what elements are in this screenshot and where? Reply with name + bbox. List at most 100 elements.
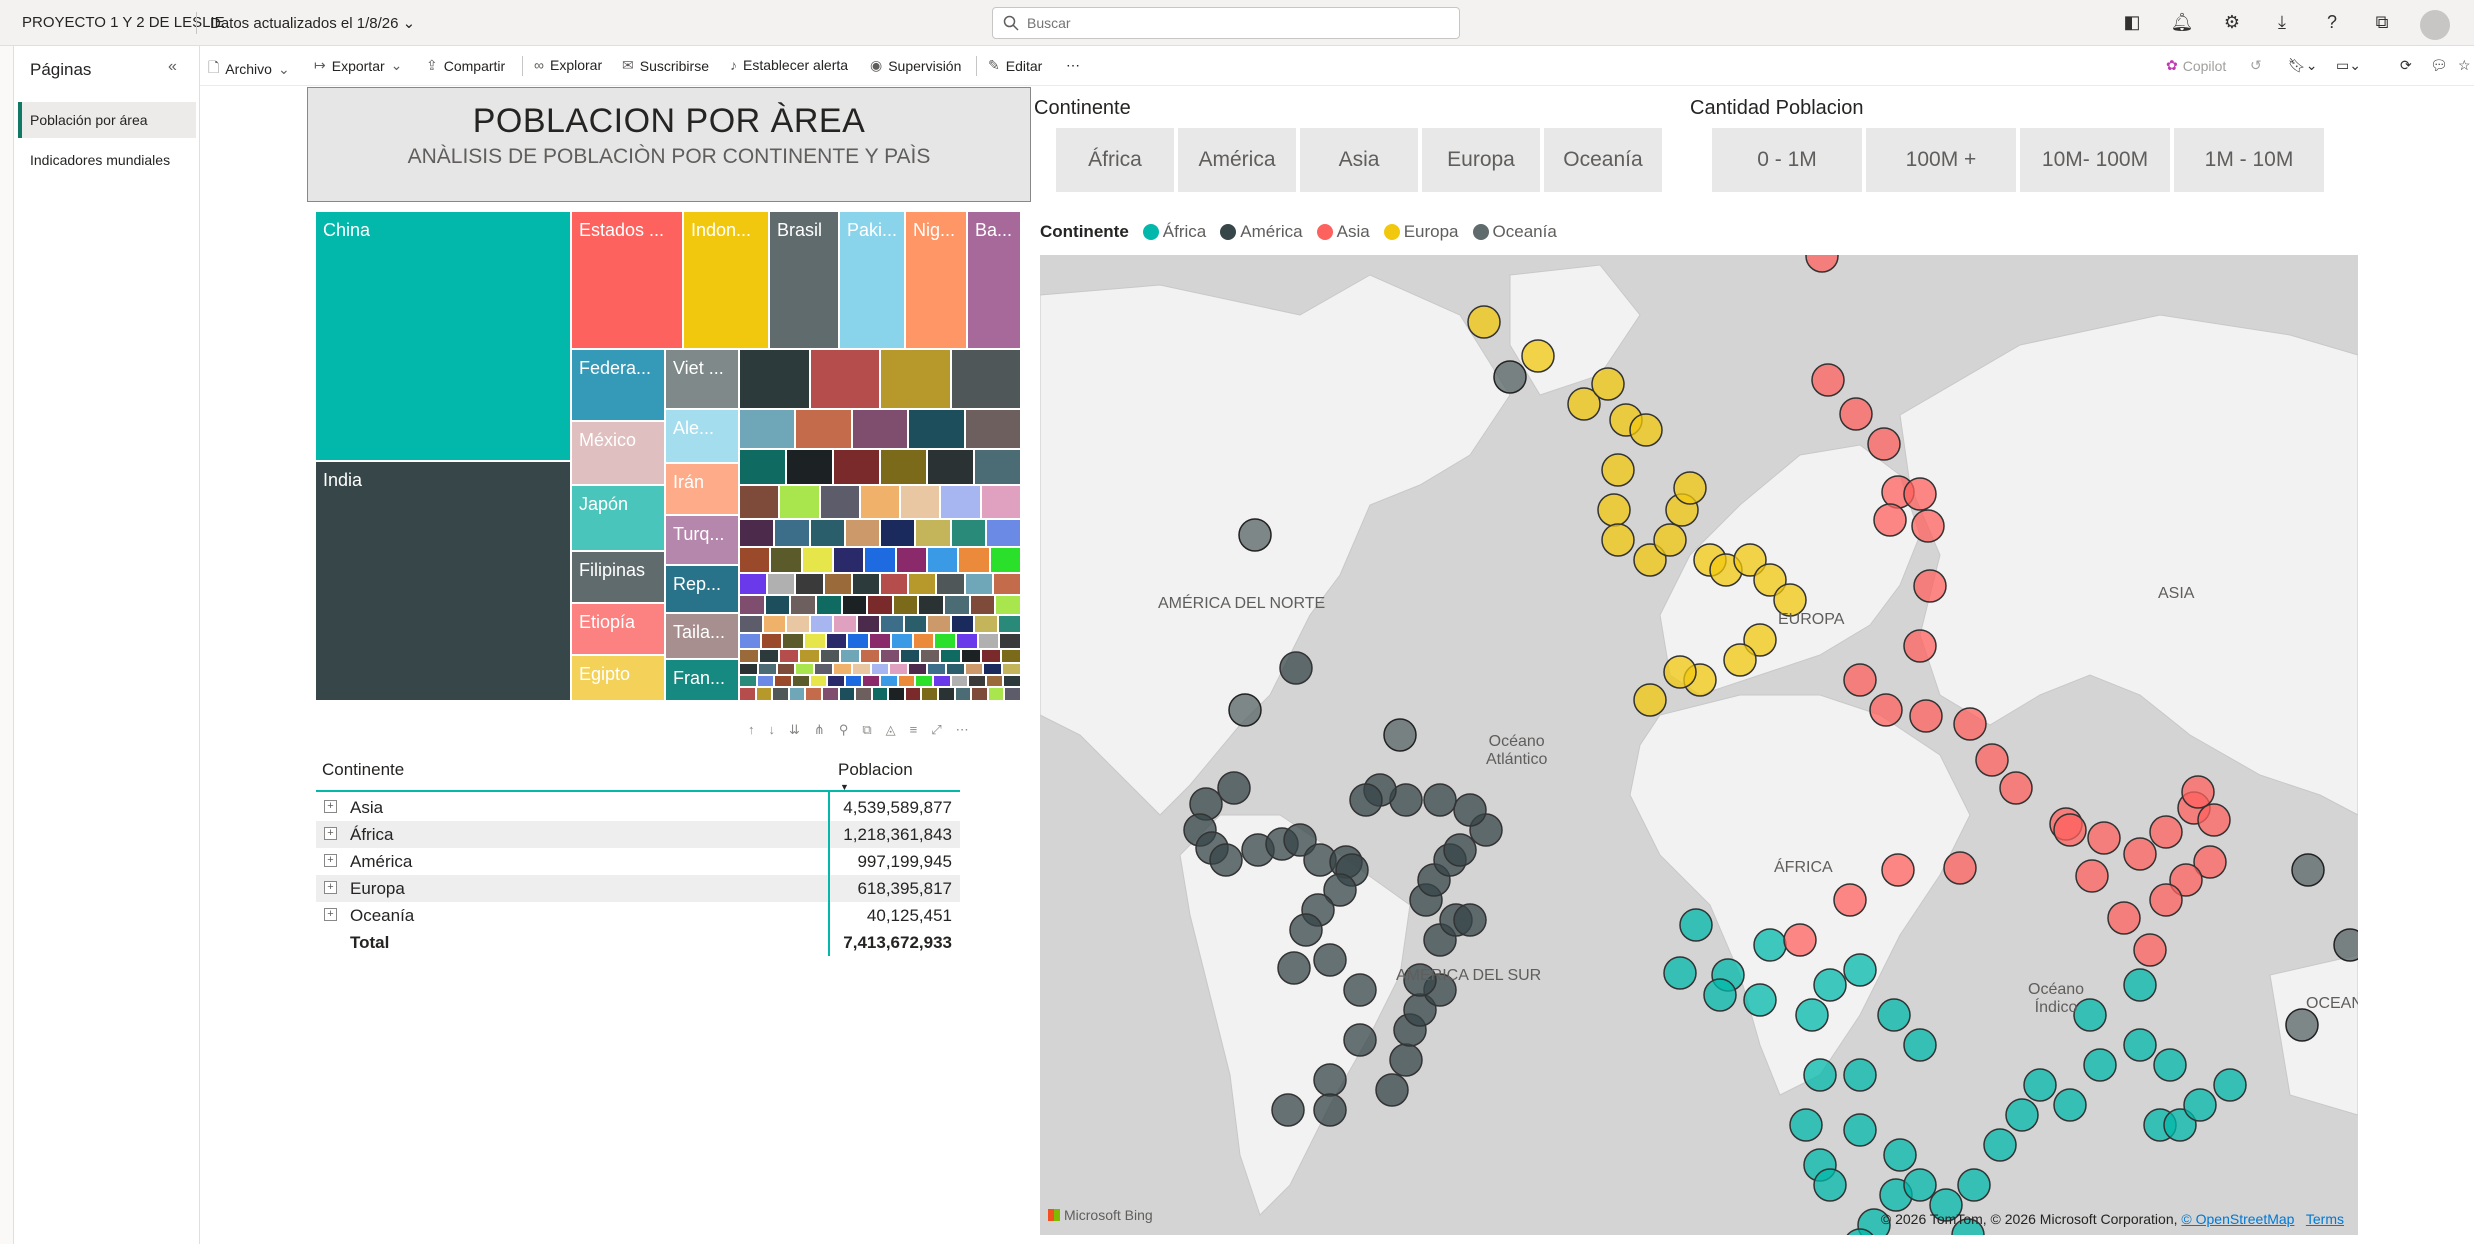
treemap-tile-small[interactable]: [810, 616, 834, 634]
treemap-tile-small[interactable]: [780, 486, 821, 520]
editar-button[interactable]: ✎ Editar: [988, 57, 1042, 74]
legend-item-africa[interactable]: África: [1142, 222, 1206, 242]
treemap-tile-small[interactable]: [820, 650, 841, 664]
map-bubble[interactable]: [1795, 998, 1829, 1032]
treemap-tile[interactable]: Ale...: [666, 410, 740, 464]
map-bubble[interactable]: [1811, 363, 1845, 397]
expand-icon[interactable]: +: [324, 827, 337, 840]
report-name[interactable]: PROYECTO 1 Y 2 DE LESLIE: [22, 14, 225, 31]
map-bubble[interactable]: [1903, 629, 1937, 663]
treemap-tile-small[interactable]: [921, 650, 942, 664]
map-bubble[interactable]: [1443, 833, 1477, 867]
map-bubble[interactable]: [1903, 1028, 1937, 1062]
slicer-option-10m-100m[interactable]: 10M- 100M: [2020, 128, 2170, 192]
slicer-option-africa[interactable]: África: [1056, 128, 1174, 192]
map-bubble[interactable]: [1343, 973, 1377, 1007]
map-bubble[interactable]: [1975, 743, 2009, 777]
map-bubble[interactable]: [1271, 1093, 1305, 1127]
treemap-tile[interactable]: Taila...: [666, 614, 740, 660]
expand-icon[interactable]: +: [324, 854, 337, 867]
treemap-tile-small[interactable]: [881, 676, 899, 688]
matrix-row[interactable]: + Europa 618,395,817: [316, 875, 960, 902]
map-bubble[interactable]: [2153, 1048, 2187, 1082]
treemap-tile-small[interactable]: [970, 596, 997, 616]
reset-icon[interactable]: ↺: [2250, 57, 2262, 73]
map-bubble[interactable]: [1403, 963, 1437, 997]
treemap-tile-small[interactable]: [913, 634, 936, 650]
supervision-button[interactable]: ◉ Supervisión: [870, 57, 961, 74]
treemap-tile-small[interactable]: [828, 676, 846, 688]
treemap-tile[interactable]: México: [572, 422, 666, 486]
treemap-tile[interactable]: Irán: [666, 464, 740, 516]
treemap-tile-small[interactable]: [740, 634, 762, 650]
treemap-tile-small[interactable]: [881, 650, 902, 664]
treemap-tile-small[interactable]: [891, 634, 914, 650]
map-bubble[interactable]: [1567, 387, 1601, 421]
layout-icon[interactable]: ◧: [2123, 11, 2141, 32]
map-bubble[interactable]: [1289, 913, 1323, 947]
treemap-tile-small[interactable]: [905, 688, 923, 702]
treemap-tile-small[interactable]: [868, 596, 894, 616]
alert-icon[interactable]: ◬: [885, 722, 896, 737]
treemap-tile-small[interactable]: [941, 650, 962, 664]
population-map[interactable]: AMÉRICA DEL NORTE AMÉRICA DEL SUR ASIA Á…: [1040, 255, 2358, 1235]
treemap-tile-small[interactable]: [978, 634, 1001, 650]
legend-item-america[interactable]: América: [1220, 222, 1303, 242]
map-bubble[interactable]: [1773, 583, 1807, 617]
treemap-tile-small[interactable]: [810, 676, 829, 688]
treemap-tile-small[interactable]: [796, 410, 853, 450]
legend-item-europa[interactable]: Europa: [1383, 222, 1459, 242]
map-bubble[interactable]: [1843, 1113, 1877, 1147]
map-bubble[interactable]: [2181, 775, 2215, 809]
treemap-tile-small[interactable]: [946, 664, 966, 676]
treemap-tile-small[interactable]: [889, 688, 906, 702]
map-bubble[interactable]: [1423, 783, 1457, 817]
pin-icon[interactable]: ⚲: [838, 722, 849, 737]
treemap-tile-small[interactable]: [981, 486, 1022, 520]
favorite-icon[interactable]: ☆: [2458, 57, 2471, 73]
map-bubble[interactable]: [1723, 643, 1757, 677]
treemap-tile-small[interactable]: [834, 450, 881, 486]
treemap-tile-small[interactable]: [845, 676, 864, 688]
map-bubble[interactable]: [1238, 518, 1272, 552]
treemap-tile-small[interactable]: [975, 450, 1022, 486]
treemap-tile-small[interactable]: [909, 410, 966, 450]
map-bubble[interactable]: [1877, 998, 1911, 1032]
map-bubble[interactable]: [1857, 1208, 1891, 1235]
treemap-tile-small[interactable]: [826, 634, 849, 650]
treemap-tile-small[interactable]: [937, 574, 966, 596]
treemap-tile[interactable]: Fran...: [666, 660, 740, 702]
map-bubble[interactable]: [1869, 693, 1903, 727]
treemap-tile-small[interactable]: [965, 664, 985, 676]
collapse-icon[interactable]: «: [168, 58, 177, 75]
treemap-tile-small[interactable]: [955, 688, 973, 702]
map-bubble[interactable]: [1883, 1138, 1917, 1172]
help-icon[interactable]: ?: [2326, 11, 2337, 32]
drill-up-icon[interactable]: ↑: [748, 722, 755, 737]
treemap-tile-small[interactable]: [852, 410, 910, 450]
map-bubble[interactable]: [1957, 1168, 1991, 1202]
map-bubble[interactable]: [1999, 771, 2033, 805]
map-bubble[interactable]: [1803, 1058, 1837, 1092]
map-bubble[interactable]: [1597, 493, 1631, 527]
notifications-icon[interactable]: 🔔︎: [2170, 11, 2194, 32]
treemap-tile[interactable]: Nig...: [906, 212, 968, 350]
map-bubble[interactable]: [1663, 956, 1697, 990]
treemap-tile-small[interactable]: [1001, 650, 1022, 664]
map-bubble[interactable]: [1873, 503, 1907, 537]
map-bubble[interactable]: [1209, 843, 1243, 877]
map-bubble[interactable]: [1743, 623, 1777, 657]
treemap-tile-small[interactable]: [984, 664, 1004, 676]
treemap-tile-small[interactable]: [928, 450, 975, 486]
treemap-tile-small[interactable]: [852, 574, 881, 596]
treemap-tile-small[interactable]: [856, 688, 873, 702]
map-bubble[interactable]: [2183, 1088, 2217, 1122]
map-bubble[interactable]: [1867, 427, 1901, 461]
treemap-tile-small[interactable]: [909, 664, 928, 676]
treemap-tile-small[interactable]: [842, 596, 869, 616]
treemap-tile-small[interactable]: [775, 676, 793, 688]
map-bubble[interactable]: [2149, 815, 2183, 849]
treemap-tile-small[interactable]: [965, 410, 1022, 450]
treemap-tile-small[interactable]: [898, 676, 917, 688]
map-bubble[interactable]: [2291, 853, 2325, 887]
